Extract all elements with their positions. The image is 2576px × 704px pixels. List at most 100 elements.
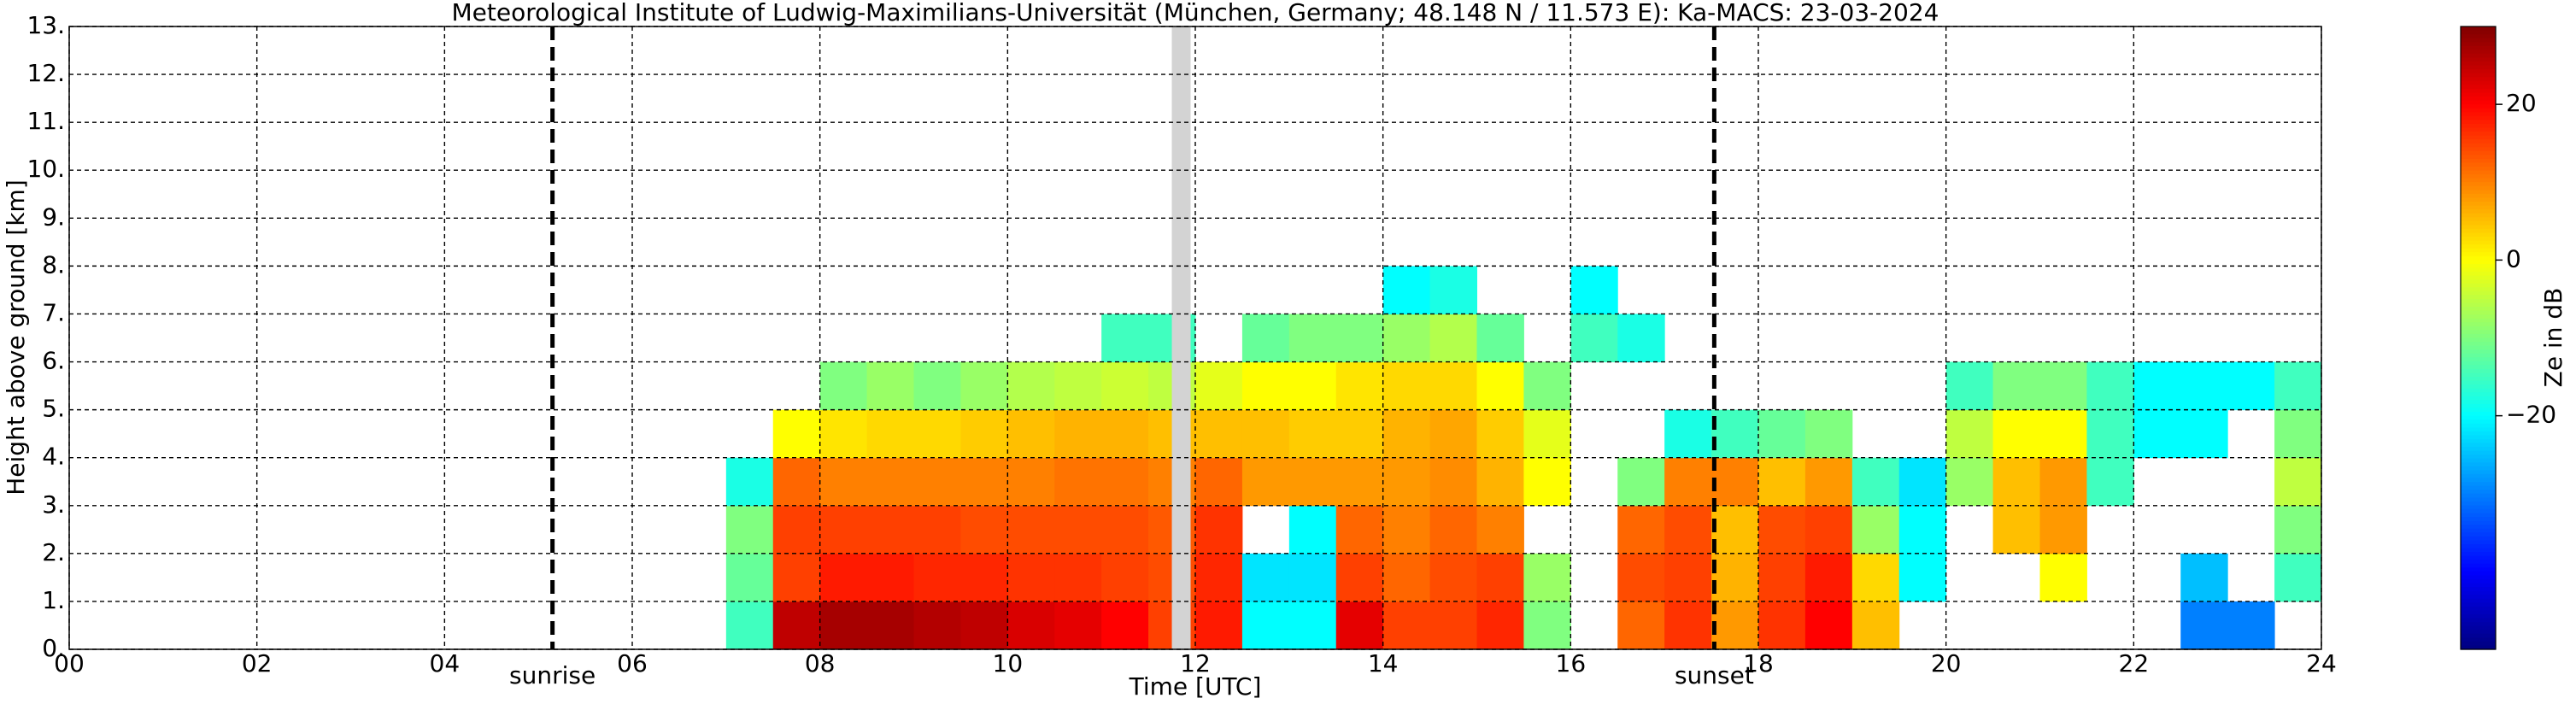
colorbar-segment [2461, 326, 2496, 331]
colorbar-segment [2461, 517, 2496, 522]
colorbar-segment [2461, 50, 2496, 55]
colorbar-segment [2461, 377, 2496, 382]
echo-cell [1664, 409, 1712, 459]
colorbar-segment [2461, 314, 2496, 320]
echo-cell [1429, 409, 1477, 459]
echo-cell [1335, 457, 1384, 507]
colorbar-tick-label: 0 [2506, 244, 2521, 273]
colorbar-segment [2461, 400, 2496, 405]
colorbar-segment [2461, 365, 2496, 370]
echo-cell [1335, 601, 1384, 650]
echo-cell [1241, 314, 1290, 363]
echo-cell [1429, 361, 1477, 411]
echo-cell [1758, 409, 1806, 459]
colorbar-segment [2461, 205, 2496, 210]
annotation-label: sunset [1675, 661, 1754, 689]
echo-cell [1382, 314, 1431, 363]
echo-cell [1429, 505, 1477, 554]
echo-cell [2086, 457, 2134, 507]
y-tick-label: 9. [42, 202, 65, 231]
y-tick-label: 10. [26, 155, 65, 183]
colorbar-segment [2461, 438, 2496, 444]
y-tick-label: 6. [42, 347, 65, 375]
colorbar-segment [2461, 139, 2496, 144]
echo-cell [1195, 409, 1243, 459]
echo-cell [913, 601, 961, 650]
echo-cell [772, 457, 821, 507]
colorbar-segment [2461, 42, 2496, 47]
colorbar-segment [2461, 220, 2496, 226]
colorbar-segment [2461, 53, 2496, 59]
colorbar-segment [2461, 357, 2496, 362]
echo-cell [1288, 505, 1337, 554]
echo-cell [2274, 457, 2322, 507]
echo-cell [1007, 601, 1055, 650]
colorbar-segment [2461, 85, 2496, 90]
colorbar-segment [2461, 217, 2496, 222]
colorbar-segment [2461, 455, 2496, 460]
x-tick-label: 08 [805, 649, 836, 678]
echo-cell [1523, 409, 1571, 459]
echo-cell [1007, 409, 1055, 459]
echo-cell [1570, 266, 1618, 314]
colorbar-segment [2461, 482, 2496, 487]
colorbar-segment [2461, 578, 2496, 584]
echo-cell [913, 553, 961, 602]
colorbar-segment [2461, 77, 2496, 82]
colorbar-segment [2461, 330, 2496, 335]
colorbar-segment [2461, 613, 2496, 619]
plot-frame [68, 26, 2322, 650]
echo-cell [913, 361, 961, 411]
echo-cell [1335, 314, 1384, 363]
echo-cell [1711, 457, 1759, 507]
echo-cell [772, 553, 821, 602]
echo-cell [1054, 409, 1102, 459]
echo-cell [1476, 505, 1524, 554]
y-tick-label: 0. [42, 634, 65, 662]
echo-cell [1664, 505, 1712, 554]
y-tick-label: 13. [26, 11, 65, 39]
colorbar-segment [2461, 104, 2496, 109]
colorbar-segment [2461, 606, 2496, 612]
colorbar-segment [2461, 310, 2496, 315]
echo-cell [2274, 505, 2322, 554]
echo-cell [1429, 266, 1477, 314]
colorbar-segment [2461, 447, 2496, 452]
colorbar-segment [2461, 185, 2496, 191]
colorbar-segment [2461, 388, 2496, 393]
echo-cell [1195, 601, 1243, 650]
colorbar-segment [2461, 637, 2496, 642]
colorbar-segment [2461, 283, 2496, 288]
colorbar-segment [2461, 630, 2496, 635]
echo-cell [1241, 361, 1290, 411]
colorbar-segment [2461, 237, 2496, 242]
echo-cell [1711, 505, 1759, 554]
echo-cell [725, 601, 774, 650]
colorbar-segment [2461, 373, 2496, 378]
colorbar-segment [2461, 45, 2496, 50]
colorbar-segment [2461, 150, 2496, 155]
echo-cell [960, 361, 1008, 411]
missing-data [1171, 26, 1191, 649]
echo-cell [1476, 553, 1524, 602]
echo-cell [1007, 457, 1055, 507]
colorbar-segment [2461, 120, 2496, 125]
echo-cell [2039, 505, 2087, 554]
echo-cell [1851, 601, 1900, 650]
echo-cell [2039, 457, 2087, 507]
echo-cell [819, 601, 868, 650]
colorbar-segment [2461, 255, 2496, 261]
echo-cell [1195, 457, 1243, 507]
echo-cell [1101, 457, 1149, 507]
colorbar-segment [2461, 548, 2496, 553]
echo-cell [2039, 553, 2087, 602]
colorbar-segment [2461, 295, 2496, 300]
colorbar-segment [2461, 396, 2496, 401]
echo-cell [913, 505, 961, 554]
colorbar-segment [2461, 349, 2496, 355]
colorbar-segment [2461, 287, 2496, 292]
x-tick-label: 20 [1931, 649, 1962, 678]
colorbar-segment [2461, 73, 2496, 78]
echo-cell [1804, 457, 1853, 507]
echo-cell [1617, 601, 1665, 650]
